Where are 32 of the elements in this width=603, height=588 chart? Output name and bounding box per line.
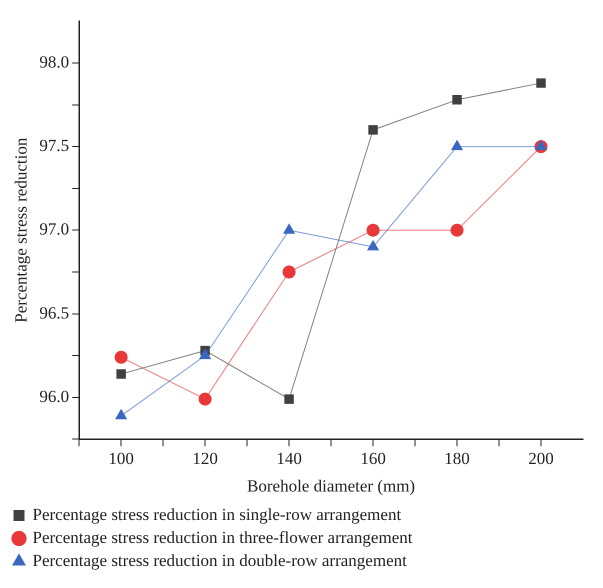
point <box>367 240 379 250</box>
point <box>450 224 464 237</box>
y-tick-label: 96.5 <box>39 303 70 322</box>
point <box>114 350 128 364</box>
legend-label: Percentage stress reduction in single-row arrangement <box>32 504 402 524</box>
y-axis-title: Percentage stress reduction <box>12 137 31 323</box>
x-tick-label: 120 <box>192 448 218 468</box>
x-tick-label: 180 <box>444 448 470 468</box>
point <box>535 140 547 150</box>
point <box>199 349 211 360</box>
x-tick-label: 200 <box>528 448 554 468</box>
legend-label: Percentage stress reduction in three-flower arrangement <box>32 528 413 547</box>
point <box>536 78 546 88</box>
point <box>368 125 378 135</box>
point <box>116 369 126 379</box>
y-tick-label: 97.5 <box>39 136 70 156</box>
point <box>451 140 463 150</box>
point <box>284 394 294 404</box>
x-tick-label: 100 <box>108 448 134 468</box>
x-axis-title: Borehole diameter (mm) <box>247 476 416 496</box>
x-tick-label: 140 <box>276 448 302 468</box>
point <box>283 224 295 234</box>
y-tick-label: 98.0 <box>39 52 70 72</box>
point <box>115 409 127 420</box>
legend-label: Percentage stress reduction in double-row arrangement <box>32 550 408 570</box>
point <box>198 392 212 406</box>
point <box>452 95 462 105</box>
point <box>282 266 296 278</box>
y-tick-label: 96.0 <box>39 386 70 406</box>
y-tick-label: 97.0 <box>39 220 70 239</box>
x-tick-label: 160 <box>360 448 386 468</box>
point <box>366 224 380 237</box>
